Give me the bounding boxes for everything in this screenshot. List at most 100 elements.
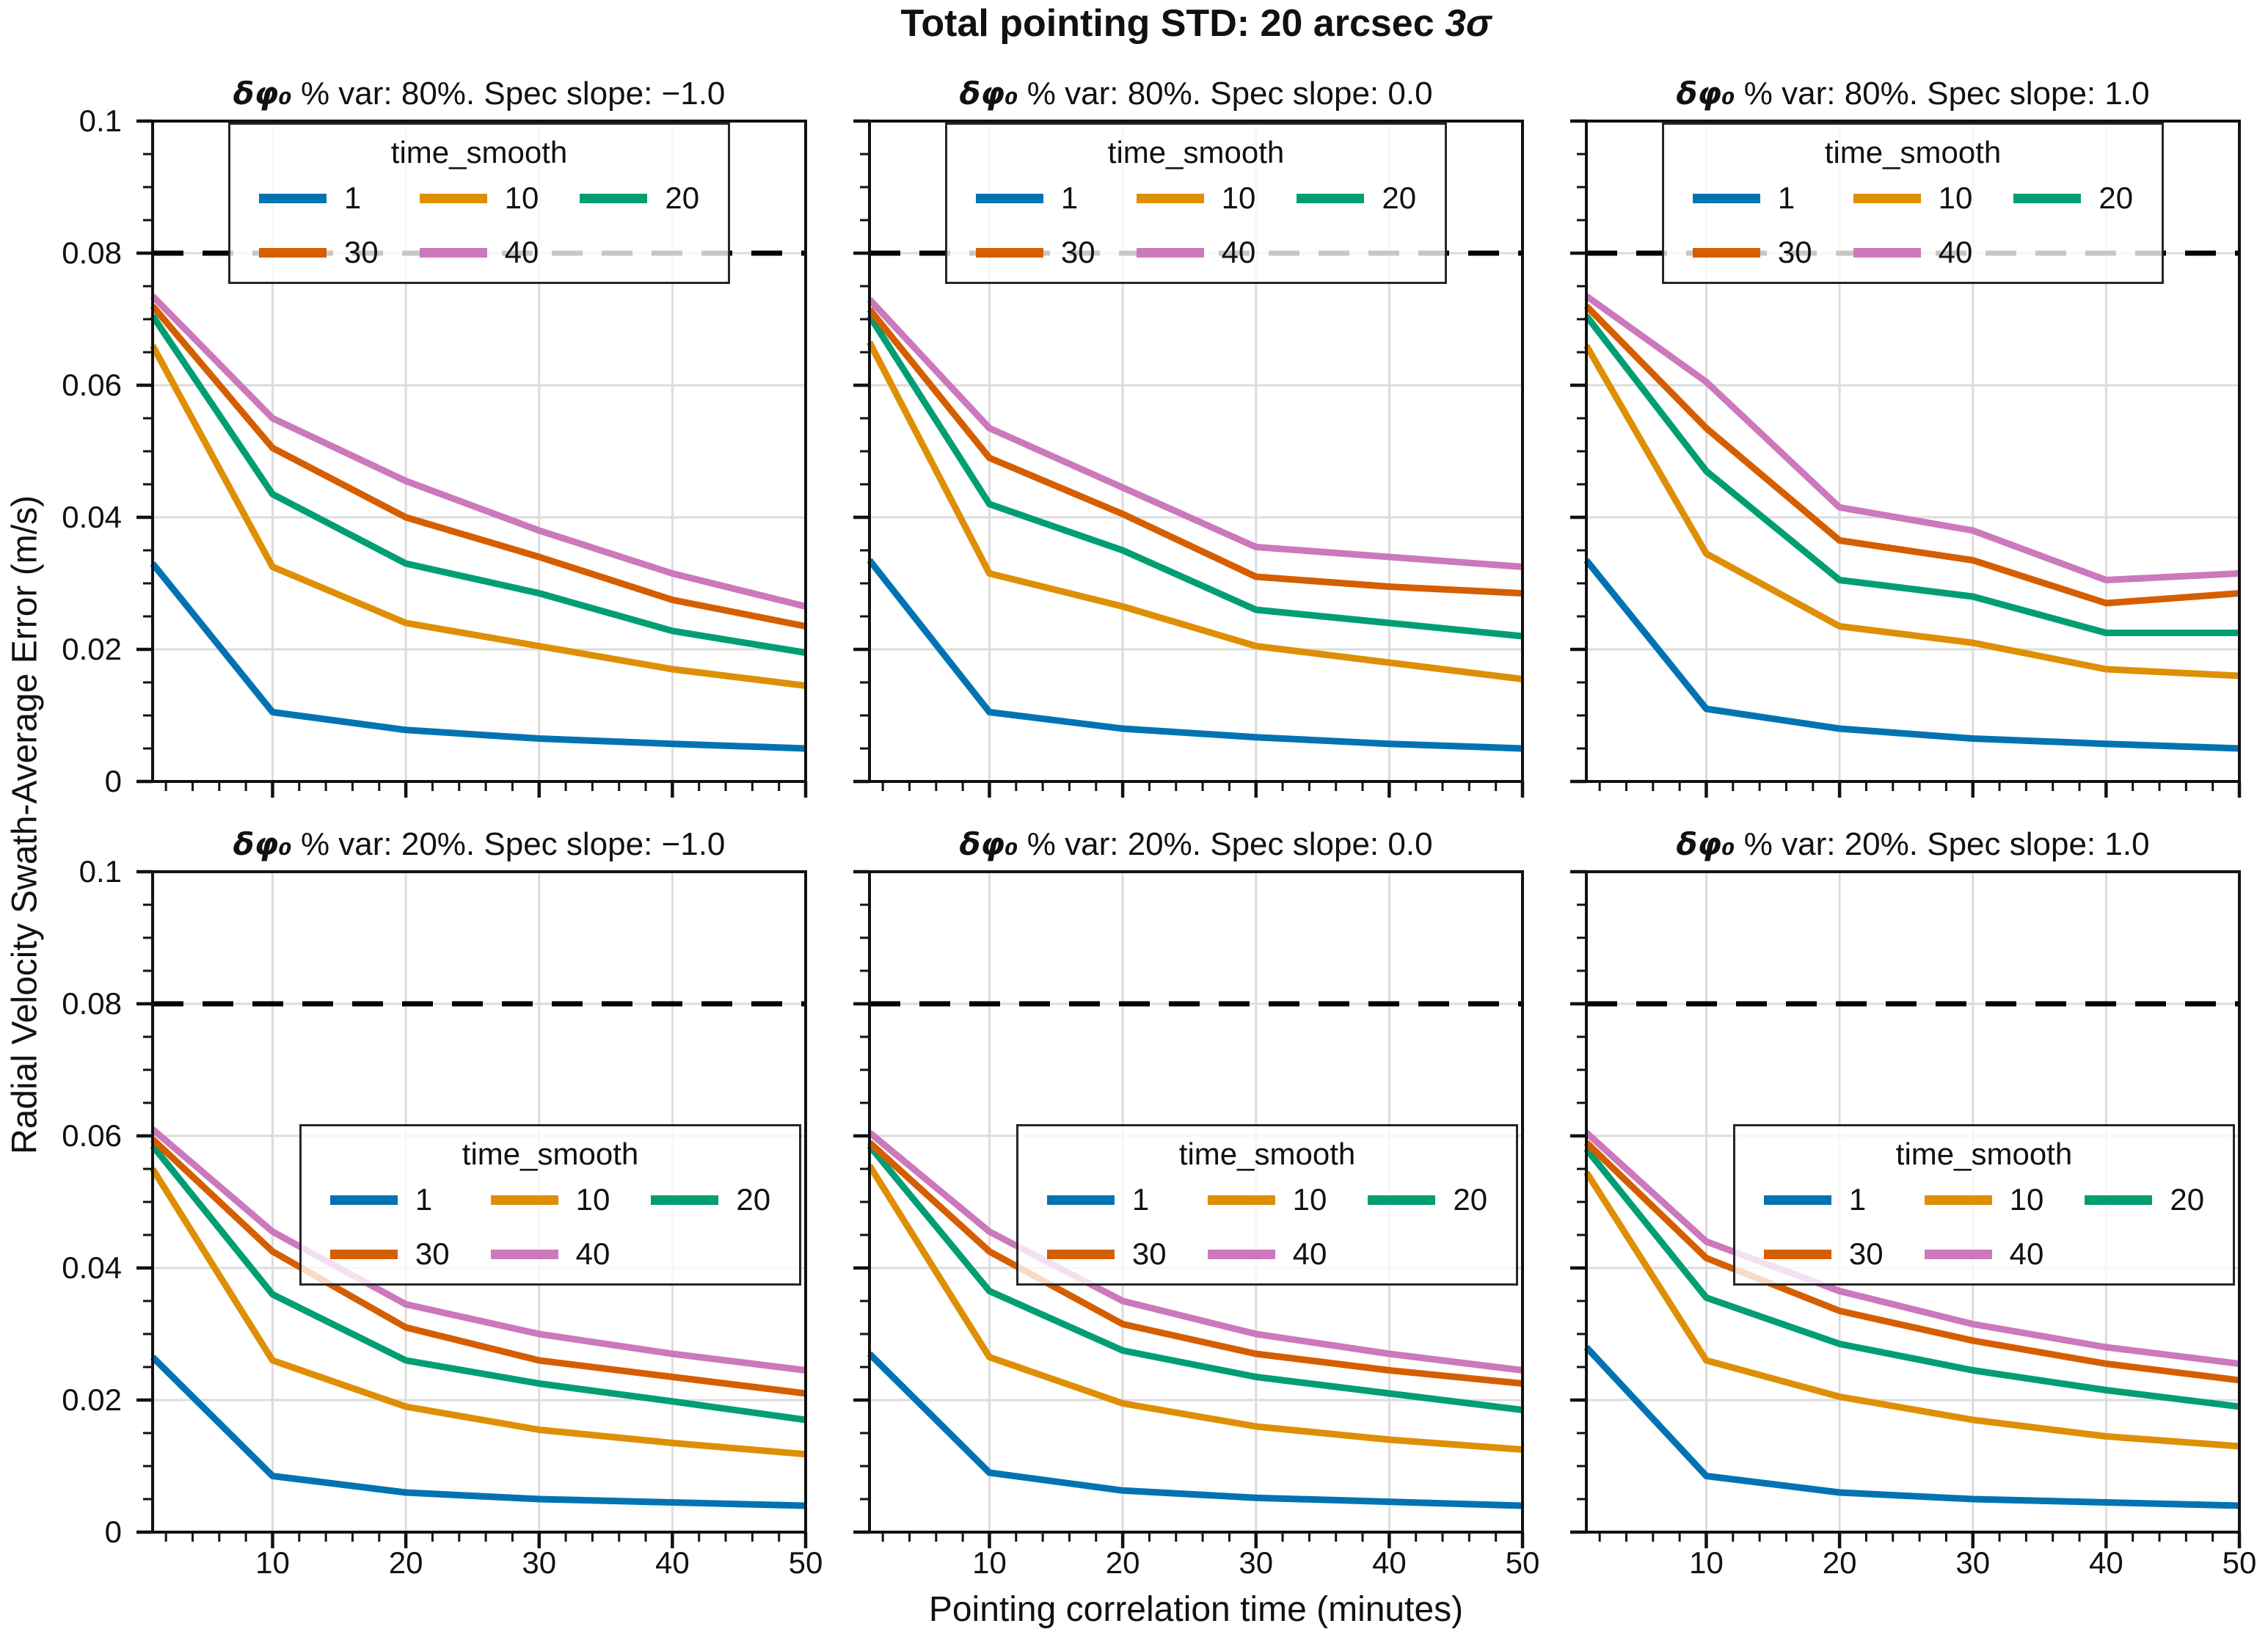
legend-entry-label: 40 (2009, 1236, 2044, 1271)
subplot-var80-slope-0: δφ₀ % var: 80%. Spec slope: 0.0 time_smo… (853, 76, 1525, 798)
legend-entries: 1 10 20 30 40 (947, 181, 1445, 270)
legend-line-swatch-icon (1046, 1195, 1115, 1205)
x-tick-label: 10 (972, 1545, 1007, 1580)
subplot-title: δφ₀ % var: 20%. Spec slope: −1.0 (109, 826, 850, 863)
subplot-var20-slope-0: δφ₀ % var: 20%. Spec slope: 0.0 10 20 30 40… (853, 826, 1539, 1580)
series-line-10 (150, 1167, 806, 1458)
subplot-title-text: % var: 20%. Spec slope: −1.0 (291, 826, 726, 862)
y-tick-label: 0.02 (62, 1382, 122, 1417)
legend-line-swatch-icon (490, 1249, 558, 1259)
legend-entry-label: 1 (1777, 181, 1795, 215)
legend-entry-label: 20 (2170, 1182, 2205, 1217)
legend-entry-40: 40 (419, 235, 539, 270)
legend-entry-label: 30 (1848, 1236, 1884, 1271)
x-tick-label: 50 (1505, 1545, 1540, 1580)
x-tick-label: 40 (1372, 1545, 1407, 1580)
legend-entry-10: 10 (1207, 1182, 1327, 1217)
legend-entry-label: 40 (1221, 235, 1256, 269)
series-line-20 (150, 1143, 806, 1424)
x-tick-label: 40 (2089, 1545, 2123, 1580)
subplot-var20-slope-pos1: δφ₀ % var: 20%. Spec slope: 1.0 10 20 30 40… (1570, 826, 2256, 1580)
legend-entry-40: 40 (1207, 1236, 1327, 1272)
legend-entry-20: 20 (1368, 1182, 1487, 1217)
legend-line-swatch-icon (1136, 193, 1204, 203)
legend-line-swatch-icon (419, 193, 487, 203)
legend-line-swatch-icon (651, 1195, 719, 1205)
legend-time-smooth: time_smooth 1 10 20 30 40 (1733, 1124, 2235, 1286)
legend-entry-label: 20 (736, 1182, 771, 1217)
series-line-1 (150, 561, 806, 752)
x-tick-label: 20 (1105, 1545, 1140, 1580)
legend-entry-30: 30 (1692, 235, 1812, 270)
legend-line-swatch-icon (1368, 1195, 1436, 1205)
legend-entry-30: 30 (1046, 1236, 1167, 1272)
subplot-title-text: % var: 80%. Spec slope: 0.0 (1018, 76, 1433, 112)
legend-line-swatch-icon (1046, 1249, 1115, 1259)
legend-entries: 1 10 20 30 40 (230, 181, 728, 270)
legend-line-swatch-icon (1207, 1195, 1275, 1205)
legend-entry-label: 30 (1777, 235, 1812, 269)
legend-line-swatch-icon (1763, 1195, 1831, 1205)
series-line-1 (867, 558, 1523, 752)
subplot-title-symbol: δφ₀ (233, 826, 292, 862)
legend-entry-30: 30 (258, 235, 379, 270)
legend-entry-30: 30 (1763, 1236, 1884, 1272)
series-line-40 (867, 296, 1523, 570)
legend-entry-label: 10 (1292, 1182, 1327, 1217)
legend-line-swatch-icon (258, 247, 327, 258)
legend-entries: 1 10 20 30 40 (1018, 1182, 1516, 1272)
legend-line-swatch-icon (419, 247, 487, 258)
series-line-30 (867, 1140, 1523, 1387)
y-tick-label: 0.04 (62, 500, 122, 534)
legend-line-swatch-icon (1136, 247, 1204, 258)
legend-entry-label: 30 (1131, 1236, 1167, 1271)
legend-line-swatch-icon (1853, 193, 1921, 203)
x-tick-label: 50 (2222, 1545, 2257, 1580)
subplot-title: δφ₀ % var: 80%. Spec slope: 0.0 (825, 76, 1567, 112)
x-tick-label: 30 (1239, 1545, 1274, 1580)
plot-area-svg (136, 119, 808, 798)
legend-entry-label: 30 (343, 235, 379, 269)
legend-line-swatch-icon (2085, 1195, 2153, 1205)
legend-entry-label: 1 (415, 1182, 433, 1217)
series-line-1 (1583, 1344, 2240, 1509)
legend-entry-40: 40 (490, 1236, 610, 1272)
x-tick-label: 30 (522, 1545, 557, 1580)
series-line-20 (867, 1143, 1523, 1413)
legend-entry-30: 30 (329, 1236, 450, 1272)
legend-entry-label: 40 (1292, 1236, 1327, 1271)
legend-entry-label: 20 (1382, 181, 1417, 215)
legend-time-smooth: time_smooth 1 10 20 30 40 (1662, 123, 2164, 284)
legend-entry-30: 30 (975, 235, 1095, 270)
subplot-var80-slope-neg1: δφ₀ % var: 80%. Spec slope: −1.0 0 0.02 0.… (62, 76, 808, 798)
legend-title: time_smooth (462, 1137, 639, 1171)
legend-entry-10: 10 (490, 1182, 610, 1217)
legend-time-smooth: time_smooth 1 10 20 30 40 (1016, 1124, 1518, 1286)
legend-entry-label: 20 (665, 181, 700, 215)
legend-line-swatch-icon (1297, 193, 1365, 203)
y-tick-label: 0.08 (62, 236, 122, 270)
subplot-title-symbol: δφ₀ (1676, 826, 1735, 862)
legend-entry-label: 10 (1938, 181, 1973, 215)
legend-line-swatch-icon (1692, 193, 1760, 203)
series-line-40 (867, 1130, 1523, 1374)
legend-line-swatch-icon (1763, 1249, 1831, 1259)
legend-title: time_smooth (1895, 1137, 2073, 1171)
legend-entry-1: 1 (975, 181, 1095, 216)
x-axis-label: Pointing correlation time (minutes) (928, 1590, 1464, 1629)
legend-entry-10: 10 (419, 181, 539, 216)
subplot-title: δφ₀ % var: 20%. Spec slope: 0.0 (825, 826, 1567, 863)
y-tick-label: 0.1 (79, 103, 122, 138)
series-line-10 (867, 1164, 1523, 1453)
legend-line-swatch-icon (975, 193, 1043, 203)
subplot-title-text: % var: 20%. Spec slope: 1.0 (1735, 826, 2150, 862)
x-tick-label: 40 (655, 1545, 690, 1580)
legend-entry-label: 40 (1938, 235, 1973, 269)
legend-entry-label: 40 (504, 235, 539, 269)
x-tick-label: 10 (1689, 1545, 1724, 1580)
legend-entries: 1 10 20 30 40 (302, 1182, 799, 1272)
legend-entry-40: 40 (1924, 1236, 2044, 1272)
series-line-40 (150, 294, 807, 610)
legend-line-swatch-icon (975, 247, 1043, 258)
